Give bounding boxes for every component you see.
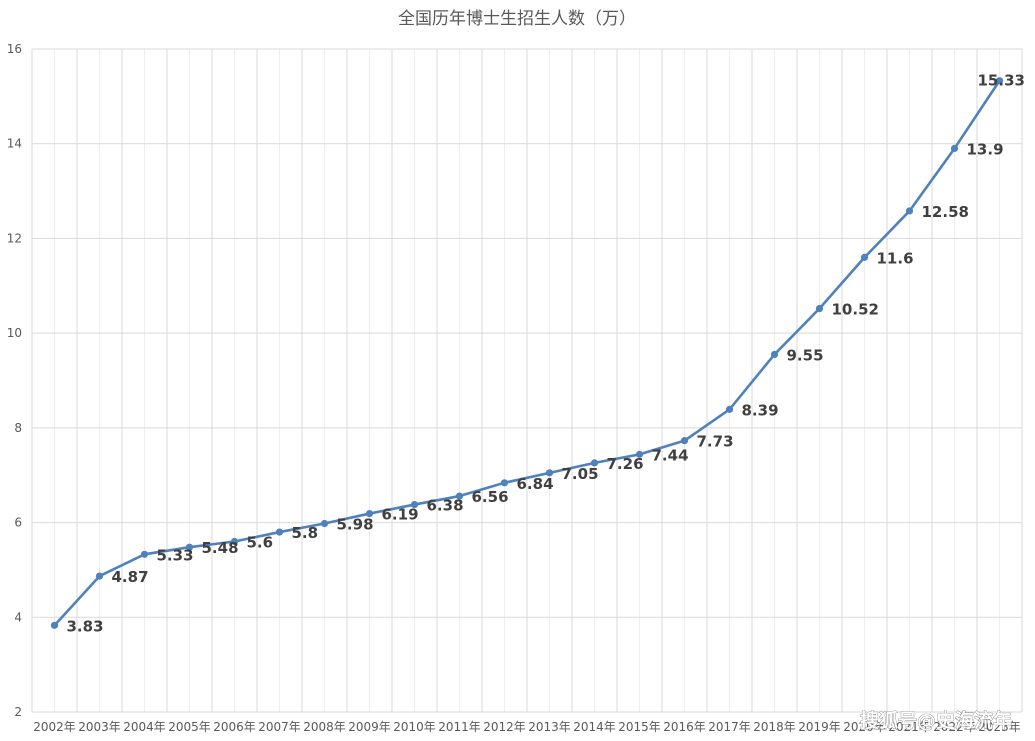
x-tick-label: 2008年 bbox=[303, 720, 346, 734]
data-point bbox=[680, 437, 689, 445]
data-label: 7.05 bbox=[562, 465, 599, 483]
data-label: 11.6 bbox=[877, 249, 914, 267]
data-label: 3.83 bbox=[67, 617, 104, 635]
data-point bbox=[635, 450, 644, 458]
data-point bbox=[95, 572, 104, 580]
x-tick-label: 2003年 bbox=[78, 720, 121, 734]
chart-title: 全国历年博士生招生人数（万） bbox=[398, 9, 636, 29]
x-tick-label: 2014年 bbox=[573, 720, 616, 734]
x-tick-label: 2012年 bbox=[483, 720, 526, 734]
series-line bbox=[53, 80, 1001, 627]
data-point bbox=[770, 350, 779, 359]
x-tick-label: 2015年 bbox=[618, 720, 661, 734]
data-point bbox=[545, 469, 554, 477]
data-point bbox=[410, 500, 419, 509]
data-label: 6.19 bbox=[382, 506, 419, 524]
data-point bbox=[320, 519, 329, 528]
x-tick-label: 2011年 bbox=[438, 720, 481, 734]
data-label: 12.58 bbox=[922, 203, 969, 221]
data-label: 9.55 bbox=[787, 346, 824, 364]
x-tick-label: 2019年 bbox=[798, 720, 841, 734]
y-axis: 2 4 6 8 10 12 14 16 bbox=[7, 42, 22, 719]
data-label: 7.73 bbox=[697, 433, 734, 451]
y-tick-label: 2 bbox=[14, 705, 22, 719]
data-label: 5.6 bbox=[247, 534, 274, 552]
data-label: 5.98 bbox=[337, 516, 374, 534]
y-tick-label: 12 bbox=[7, 231, 22, 245]
data-label: 10.52 bbox=[832, 301, 879, 319]
x-tick-label: 2023年 bbox=[978, 720, 1021, 734]
data-point bbox=[995, 77, 1004, 85]
x-tick-label: 2009年 bbox=[348, 720, 391, 734]
data-label: 6.56 bbox=[472, 488, 509, 506]
data-point bbox=[230, 537, 239, 546]
data-point bbox=[500, 479, 509, 487]
data-point bbox=[455, 492, 464, 500]
y-tick-label: 16 bbox=[7, 42, 22, 56]
x-tick-label: 2016年 bbox=[663, 720, 706, 734]
data-point bbox=[950, 144, 959, 153]
data-label: 4.87 bbox=[112, 568, 149, 586]
data-label: 6.38 bbox=[427, 497, 464, 515]
data-label: 8.39 bbox=[742, 401, 779, 419]
x-tick-label: 2007年 bbox=[258, 720, 301, 734]
y-tick-label: 4 bbox=[14, 610, 22, 624]
data-label: 5.48 bbox=[202, 539, 239, 557]
data-labels: 3.83 4.87 5.33 5.48 5.6 5.8 5.98 6.19 6.38 6.56 6.… bbox=[67, 72, 1025, 636]
data-label: 13.9 bbox=[967, 140, 1004, 158]
data-label: 7.26 bbox=[607, 455, 644, 473]
data-point bbox=[140, 550, 149, 558]
x-tick-label: 2017年 bbox=[708, 720, 751, 734]
data-point bbox=[860, 253, 869, 261]
data-point bbox=[590, 459, 599, 467]
data-label: 5.8 bbox=[292, 524, 319, 542]
data-point bbox=[725, 405, 734, 413]
y-tick-label: 10 bbox=[7, 326, 22, 340]
data-point bbox=[275, 528, 284, 536]
x-tick-label: 2004年 bbox=[123, 720, 166, 734]
x-tick-label: 2002年 bbox=[33, 720, 76, 734]
x-tick-label: 2022年 bbox=[933, 720, 976, 734]
x-tick-label: 2005年 bbox=[168, 720, 211, 734]
data-label: 15.33 bbox=[978, 72, 1025, 90]
data-label: 7.44 bbox=[652, 446, 689, 464]
data-label: 5.33 bbox=[157, 546, 194, 564]
y-tick-label: 6 bbox=[14, 516, 22, 530]
gridlines bbox=[31, 48, 1023, 713]
data-point bbox=[815, 304, 824, 313]
x-axis: 2002年 2003年 2004年 2005年 2006年 2007年 2008年 2009年… bbox=[33, 720, 1021, 734]
x-tick-label: 2021年 bbox=[888, 720, 931, 734]
y-tick-label: 14 bbox=[7, 137, 22, 151]
y-tick-label: 8 bbox=[14, 421, 22, 435]
data-point bbox=[905, 207, 914, 215]
data-label: 6.84 bbox=[517, 475, 554, 493]
x-tick-label: 2018年 bbox=[753, 720, 796, 734]
x-tick-label: 2010年 bbox=[393, 720, 436, 734]
data-point bbox=[365, 509, 374, 518]
watermark: 搜狐号@史海流年 bbox=[860, 709, 1012, 732]
x-tick-label: 2006年 bbox=[213, 720, 256, 734]
x-tick-label: 2020年 bbox=[843, 720, 886, 734]
x-tick-label: 2013年 bbox=[528, 720, 571, 734]
series bbox=[50, 77, 1004, 629]
data-point bbox=[185, 543, 194, 551]
data-point bbox=[50, 621, 59, 629]
